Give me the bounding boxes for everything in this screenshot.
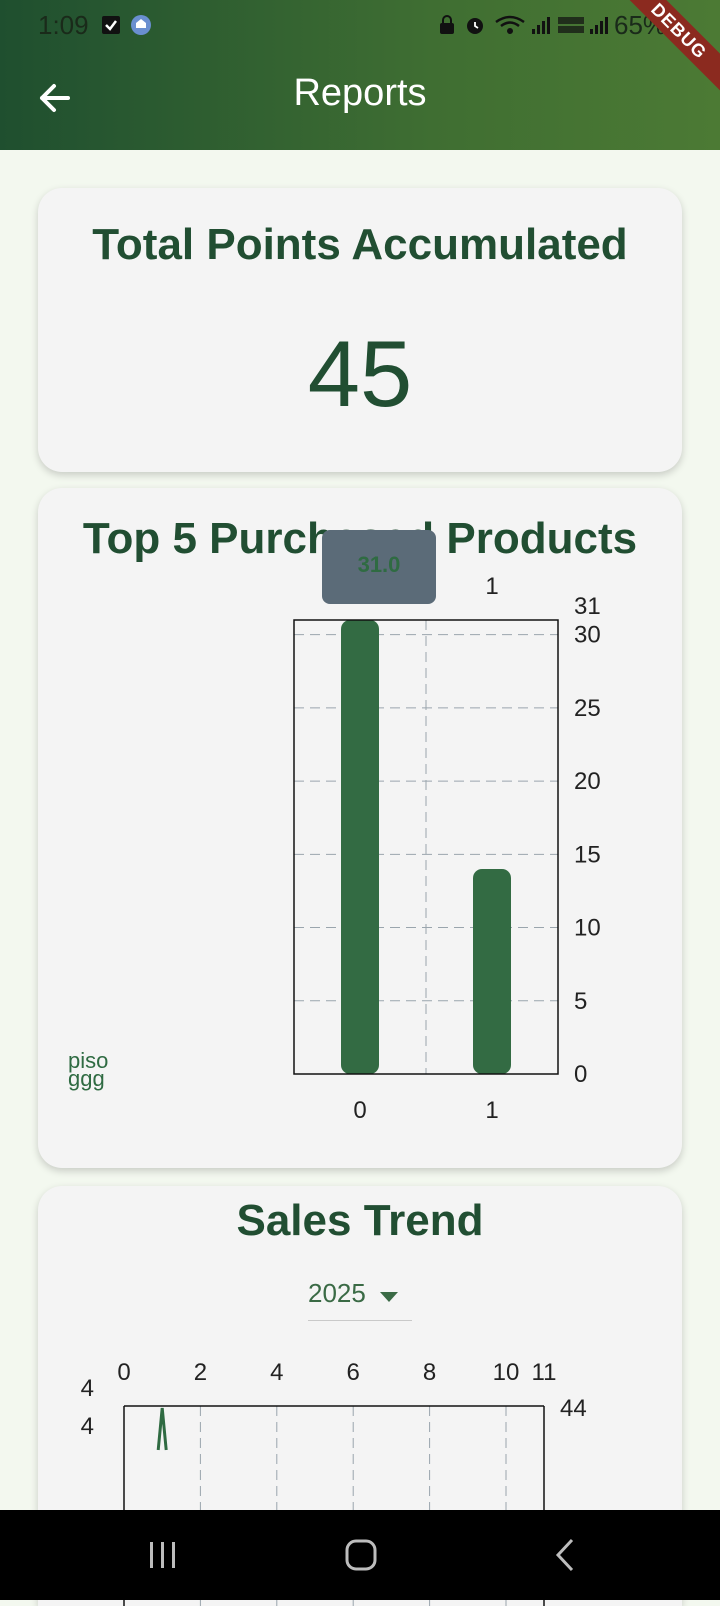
top-products-bar-chart: 010105101520253031 (293, 573, 601, 1124)
y-tick-left: 4 (81, 1375, 94, 1402)
bar-1 (473, 868, 511, 1074)
lock-icon (440, 15, 454, 34)
top-products-card: Top 5 Purchased Products 010105101520253… (38, 488, 682, 1168)
bar-0 (341, 620, 379, 1074)
y-tick: 30 (574, 622, 601, 649)
arrow-left-icon[interactable] (34, 78, 74, 118)
y-tick: 31 (574, 593, 601, 620)
x-tick-top: 4 (270, 1359, 283, 1386)
system-nav-bar (0, 1510, 720, 1600)
status-time: 1:09 (38, 10, 89, 40)
total-points-value: 45 (307, 321, 413, 426)
signal-icon-2 (590, 17, 608, 34)
year-dropdown[interactable]: 2025 (308, 1278, 412, 1321)
bar-tooltip: 31.0 (322, 530, 436, 604)
y-tick: 10 (574, 915, 601, 942)
x-tick-bottom: 0 (353, 1097, 366, 1124)
alarm-icon (467, 18, 483, 34)
recent-apps-icon[interactable] (138, 1532, 188, 1578)
status-bar: 1:09 (0, 0, 720, 54)
lte-icon (558, 17, 584, 33)
sales-line (156, 1407, 168, 1451)
y-tick: 5 (574, 988, 587, 1015)
x-tick-top: 10 (493, 1359, 520, 1386)
app-bar: 1:09 (0, 0, 720, 150)
signal-icon (532, 17, 550, 34)
x-tick-top: 1 (485, 573, 498, 600)
home-icon[interactable] (336, 1532, 386, 1578)
wifi-icon (495, 15, 525, 34)
total-points-title: Total Points Accumulated (92, 220, 628, 269)
y-tick: 15 (574, 841, 601, 868)
x-tick-top: 11 (532, 1359, 557, 1386)
chart-border (293, 619, 559, 1075)
x-tick-bottom: 1 (485, 1097, 498, 1124)
year-dropdown-value: 2025 (308, 1278, 366, 1308)
y-tick-right: 44 (560, 1395, 587, 1422)
back-icon[interactable] (542, 1532, 592, 1578)
sales-trend-title: Sales Trend (236, 1196, 484, 1245)
y-tick: 25 (574, 695, 601, 722)
x-tick-top: 0 (117, 1359, 130, 1386)
total-points-card: Total Points Accumulated 45 (38, 188, 682, 472)
legend-item-ggg: ggg (68, 1066, 105, 1091)
page-title: Reports (293, 72, 427, 114)
y-tick: 20 (574, 768, 601, 795)
checkbox-notification-icon (102, 16, 120, 34)
y-tick: 0 (574, 1061, 587, 1088)
x-tick-top: 2 (194, 1359, 207, 1386)
y-tick-left: 4 (81, 1413, 94, 1440)
legend-item-piso: piso (68, 1048, 109, 1073)
x-tick-top: 8 (423, 1359, 436, 1386)
x-tick-top: 6 (347, 1359, 360, 1386)
caret-down-icon (380, 1292, 398, 1302)
app-notification-icon (131, 15, 151, 35)
